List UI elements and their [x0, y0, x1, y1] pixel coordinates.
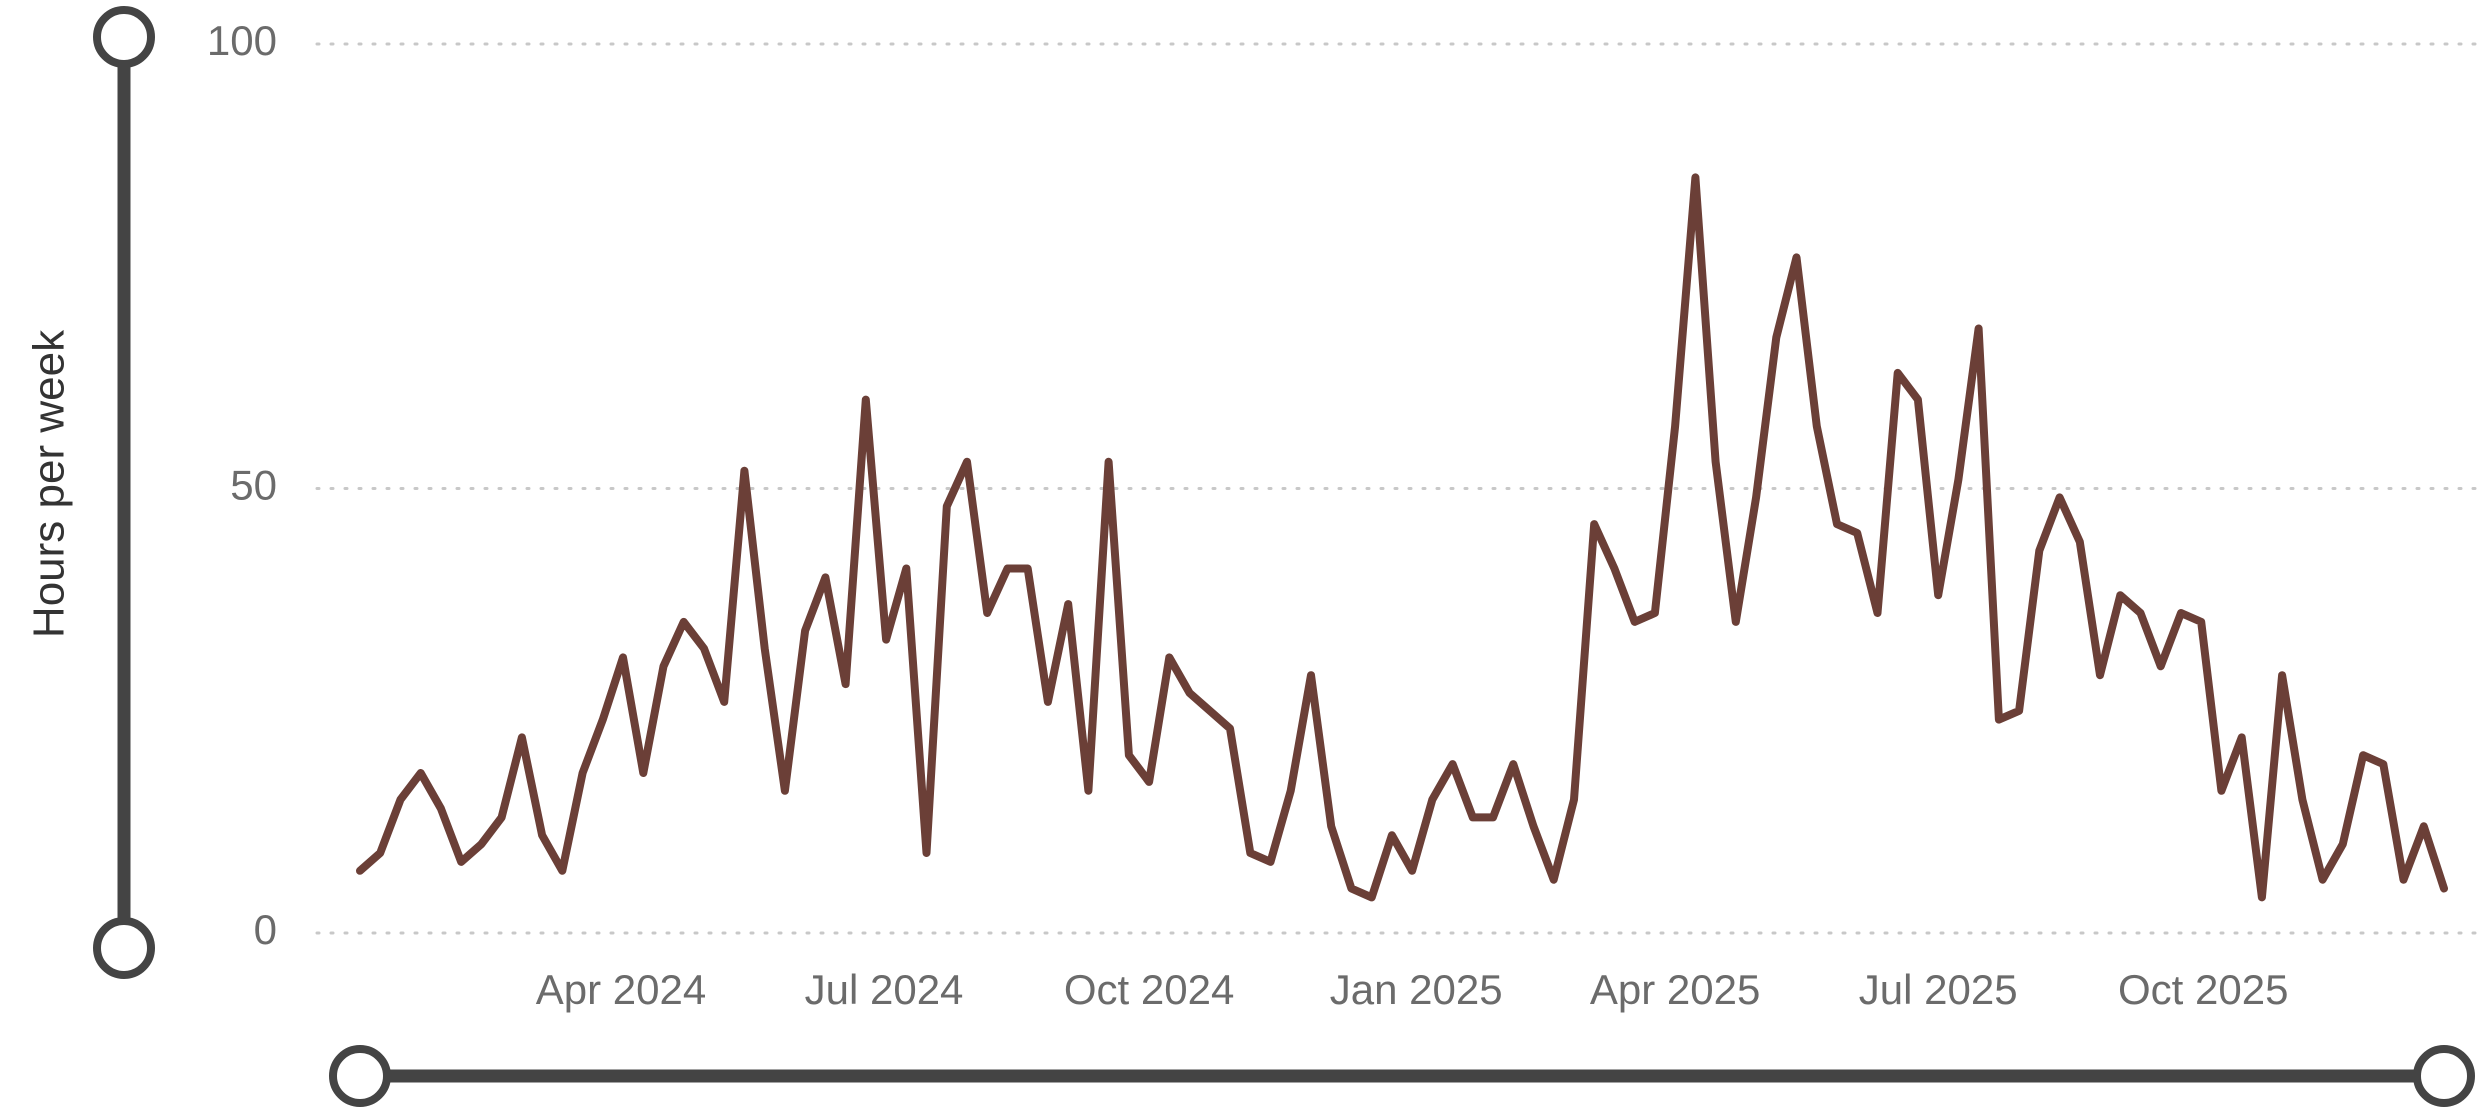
- x-tick-label: Apr 2024: [536, 966, 706, 1013]
- y-axis-title: Hours per week: [25, 329, 74, 638]
- x-tick-label: Oct 2024: [1064, 966, 1234, 1013]
- y-tick-label: 50: [230, 462, 277, 509]
- x-tick-label: Oct 2025: [2118, 966, 2288, 1013]
- y-tick-label: 100: [207, 17, 277, 64]
- x-tick-label: Jan 2025: [1330, 966, 1503, 1013]
- x-tick-label: Apr 2025: [1590, 966, 1760, 1013]
- x-tick-label: Jul 2025: [1859, 966, 2018, 1013]
- x-range-handle-left[interactable]: [329, 1045, 391, 1107]
- x-range-handle-right[interactable]: [2413, 1045, 2475, 1107]
- y-range-handle-top[interactable]: [93, 6, 155, 68]
- y-range-handle-bottom[interactable]: [93, 917, 155, 979]
- data-line: [356, 173, 2448, 902]
- y-tick-label: 0: [254, 906, 277, 953]
- x-tick-label: Jul 2024: [805, 966, 964, 1013]
